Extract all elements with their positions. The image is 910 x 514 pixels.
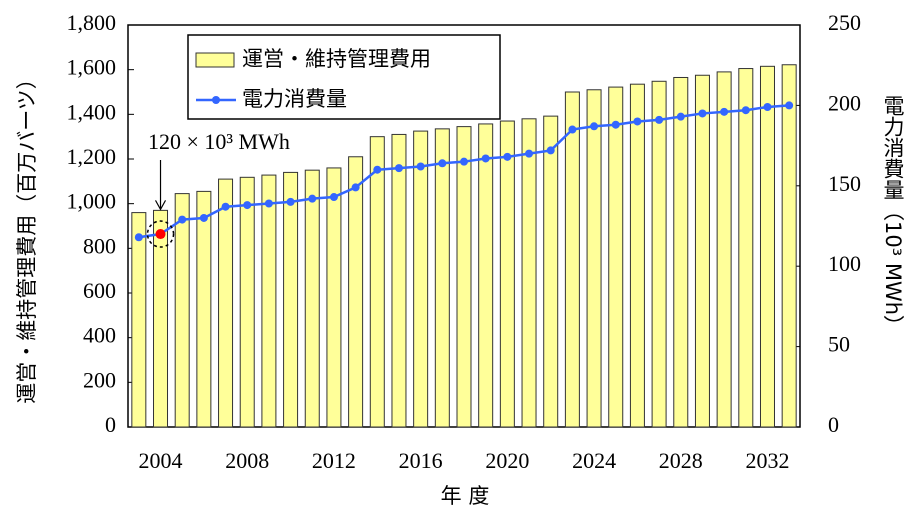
line-point xyxy=(221,202,230,211)
line-point xyxy=(460,157,468,166)
legend-box xyxy=(187,34,501,120)
line-point xyxy=(698,109,707,118)
x-tick-label: 2012 xyxy=(312,448,356,473)
y-tick-label: 800 xyxy=(83,233,116,258)
bar xyxy=(196,190,212,428)
bar xyxy=(348,156,364,428)
bar xyxy=(586,89,602,428)
y-tick-label: 1,200 xyxy=(67,144,117,169)
bar xyxy=(716,71,732,428)
x-tick-label: 2020 xyxy=(485,448,529,473)
y-tick-label: 1,400 xyxy=(67,99,117,124)
y2-tick-label: 0 xyxy=(828,412,839,437)
highlight-ring xyxy=(146,220,175,248)
line-point xyxy=(264,199,273,208)
bar xyxy=(781,64,797,428)
bar xyxy=(434,128,450,428)
line-point xyxy=(590,122,599,131)
line-point xyxy=(676,112,685,121)
bar xyxy=(651,80,667,428)
bar xyxy=(174,193,190,428)
line-point xyxy=(199,213,208,222)
y-tick-label: 1,000 xyxy=(67,189,117,214)
bar xyxy=(413,130,429,428)
y-tick-label: 0 xyxy=(105,412,116,437)
annotation-arrowhead xyxy=(154,200,167,211)
highlight-point xyxy=(155,229,166,240)
y2-tick-label: 50 xyxy=(828,332,850,357)
legend-swatch xyxy=(195,52,235,68)
bar xyxy=(131,212,147,428)
line-point xyxy=(720,107,729,116)
legend-swatch-point xyxy=(212,96,220,104)
line-point xyxy=(329,193,338,202)
line-point xyxy=(525,149,534,158)
y-tick-label: 400 xyxy=(83,323,116,348)
bar xyxy=(499,120,515,428)
x-tick-label: 2024 xyxy=(572,448,616,473)
line-point xyxy=(416,162,425,171)
bar xyxy=(326,167,342,428)
bar xyxy=(391,133,407,428)
y-tick-label: 1,800 xyxy=(67,10,117,35)
line-point xyxy=(394,164,403,173)
line-point xyxy=(351,183,360,192)
legend-label: 運営・維持管理費用 xyxy=(242,47,431,71)
y2-tick-label: 250 xyxy=(828,10,861,35)
line-point xyxy=(741,106,750,115)
line-point xyxy=(134,233,143,242)
bar xyxy=(521,118,537,428)
line-point xyxy=(308,194,317,203)
x-tick-label: 2008 xyxy=(225,448,269,473)
x-axis-title: 年 度 xyxy=(441,484,490,508)
bar xyxy=(261,174,277,428)
line-point xyxy=(481,154,490,163)
line-point xyxy=(243,201,252,210)
bar xyxy=(369,136,385,428)
legend-label: 電力消費量 xyxy=(242,87,347,111)
bar xyxy=(283,171,299,428)
bar xyxy=(564,91,580,428)
x-tick-label: 2028 xyxy=(659,448,703,473)
annotation: 120 × 10³ MWh xyxy=(148,129,290,154)
line-point xyxy=(785,101,794,110)
bar xyxy=(673,76,689,428)
bar xyxy=(759,65,775,428)
bar xyxy=(304,169,320,428)
line-point xyxy=(546,146,555,155)
y-tick-label: 1,600 xyxy=(67,55,117,80)
y2-tick-label: 100 xyxy=(828,251,861,276)
bar xyxy=(478,123,494,428)
line-point xyxy=(611,120,620,129)
y2-axis-title: 電力消費量（10³ MWh） xyxy=(881,95,905,336)
line-point xyxy=(633,117,642,126)
bar xyxy=(456,126,472,428)
x-tick-label: 2032 xyxy=(745,448,789,473)
bar xyxy=(239,176,255,428)
line-point xyxy=(178,215,187,224)
bar xyxy=(738,68,754,428)
line-point xyxy=(568,125,577,134)
bar xyxy=(694,74,710,428)
x-tick-label: 2016 xyxy=(399,448,443,473)
y2-tick-label: 150 xyxy=(828,171,861,196)
line-point xyxy=(763,103,772,112)
line-point xyxy=(286,197,295,206)
line-point xyxy=(503,152,512,161)
line-point xyxy=(373,165,382,174)
x-tick-label: 2004 xyxy=(139,448,183,473)
bar xyxy=(629,83,645,428)
y-axis-title: 運営・維持管理費用（百万バーツ） xyxy=(15,68,39,404)
line-point xyxy=(438,159,447,168)
bar xyxy=(218,178,234,428)
line-point xyxy=(655,115,664,124)
bar xyxy=(608,86,624,428)
bar xyxy=(543,115,559,428)
bar xyxy=(153,209,169,428)
y2-tick-label: 200 xyxy=(828,90,861,115)
y-tick-label: 200 xyxy=(83,367,116,392)
y-tick-label: 600 xyxy=(83,278,116,303)
